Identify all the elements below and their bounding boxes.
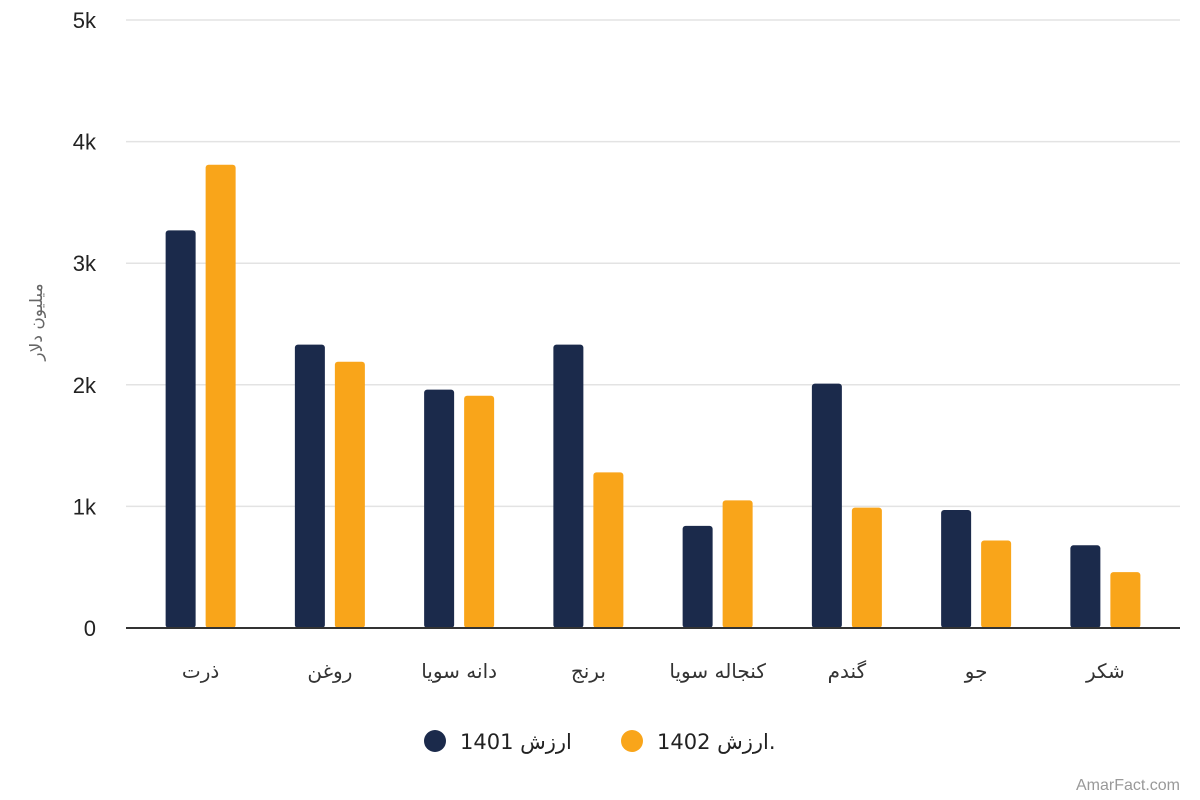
axes: 0 1k 2k 3k 4k 5k ذرت روغن دانه سویا برنج کنجاله سو… [73,8,1180,683]
bars [165,164,1141,629]
bar-1402[interactable] [464,395,495,628]
legend: ارزش 1401 ارزش 1402. [424,730,776,754]
y-tick-label: 0 [84,616,96,641]
y-tick-label: 5k [73,8,97,33]
bar-1402[interactable] [981,540,1012,628]
bar-1402[interactable] [722,500,753,628]
x-tick-label: روغن [307,659,352,683]
x-tick-label: برنج [571,659,606,683]
bar-1401[interactable] [1070,545,1101,628]
bar-1401[interactable] [811,383,842,628]
legend-item[interactable]: ارزش 1401 [424,730,572,754]
y-axis-title: میلیون دلار [27,283,47,361]
y-tick-label: 3k [73,251,97,276]
y-tick-label: 1k [73,494,97,519]
x-tick-label: شکر [1085,659,1125,683]
bar-1401[interactable] [424,389,455,628]
legend-label: ارزش 1401 [460,730,572,754]
y-tick-label: 4k [73,130,97,155]
bar-1402[interactable] [593,472,624,628]
credit-text: AmarFact.com [1076,777,1180,794]
x-tick-label: کنجاله سویا [669,659,766,683]
gridlines [126,19,1180,508]
x-tick-label: جو [964,659,988,683]
legend-item[interactable]: ارزش 1402. [621,730,776,754]
x-tick-label: گندم [828,659,867,683]
y-tick-label: 2k [73,373,97,398]
bar-1402[interactable] [334,361,365,628]
bar-1401[interactable] [165,230,196,629]
bar-1401[interactable] [294,344,325,628]
legend-swatch [621,730,643,752]
bar-1401[interactable] [682,525,713,628]
bar-1402[interactable] [1110,572,1141,628]
x-tick-label: ذرت [182,659,219,683]
bar-1402[interactable] [851,507,882,628]
x-tick-label: دانه سویا [421,659,497,683]
legend-swatch [424,730,446,752]
bar-1402[interactable] [205,164,236,629]
bar-1401[interactable] [941,510,972,628]
legend-label: ارزش 1402. [657,730,776,754]
bar-1401[interactable] [553,344,584,628]
